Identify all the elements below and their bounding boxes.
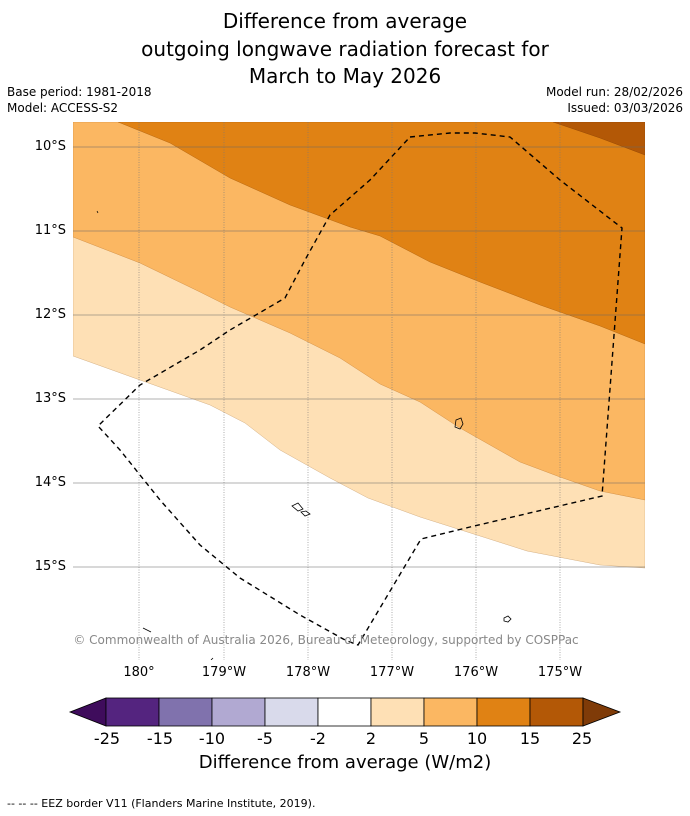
title-line-2: outgoing longwave radiation forecast for [141,36,549,61]
lat-label-15s: 15°S [34,559,66,574]
colorbar-tick-label: 25 [571,729,593,748]
title-line-3: March to May 2026 [248,64,442,88]
colorbar-swatch-7 [423,697,478,727]
base-period: Base period: 1981-2018 [7,85,152,99]
eez-border [97,132,623,646]
lat-label-14s: 14°S [34,475,66,490]
islands [96,210,512,660]
colorbar-extend-high [582,697,622,727]
colorbar-swatch-6 [370,697,425,727]
colorbar-tick-label: -5 [257,729,273,748]
model-run: Model run: 28/02/2026 [545,85,683,99]
colorbar-tick-label: 10 [466,729,488,748]
colorbar-tick-label: -10 [198,729,226,748]
lon-label-179w: 179°W [201,665,247,680]
colorbar-swatch-2 [158,697,213,727]
lon-label-180: 180° [123,665,155,680]
issued-date: Issued: 03/03/2026 [567,101,683,115]
attribution: © Commonwealth of Australia 2026, Bureau… [73,633,579,647]
island-southwest [142,627,152,633]
colorbar-tick-label: -15 [146,729,174,748]
colorbar-swatch-9 [529,697,584,727]
lon-label-175w: 175°W [537,665,583,680]
island-north [96,210,99,214]
band-15-25 [552,122,645,156]
island-south-2 [300,510,311,517]
colorbar-tick-label: -25 [93,729,121,748]
lat-label-13s: 13°S [34,391,66,406]
eez-legend-note: -- -- -- EEZ border V11 (Flanders Marine… [7,797,316,810]
colorbar-swatch-1 [105,697,160,727]
island-southeast [503,615,512,623]
colorbar-tick-label: 15 [519,729,541,748]
lat-label-12s: 12°S [34,307,66,322]
colorbar [68,697,622,727]
colorbar-swatch-4 [264,697,319,727]
colorbar-tick-label: 5 [418,729,430,748]
colorbar-tick-label: 2 [365,729,377,748]
colorbar-tick-label: -2 [310,729,326,748]
lon-label-176w: 176°W [453,665,499,680]
map-title: Difference from average outgoing longwav… [0,8,690,91]
model-name: Model: ACCESS-S2 [7,101,119,115]
anomaly-field [73,122,645,660]
colorbar-swatch-5 [317,697,372,727]
colorbar-extend-low [68,697,107,727]
meridians [138,122,561,660]
colorbar-swatch-8 [476,697,531,727]
gridlines [73,146,645,568]
meta-right: Model run: 28/02/2026 Issued: 03/03/2026 [546,84,683,116]
meta-left: Base period: 1981-2018 Model: ACCESS-S2 [7,84,152,116]
title-line-1: Difference from average [222,9,468,33]
island-east [454,417,464,430]
colorbar-swatch-3 [211,697,266,727]
lon-label-177w: 177°W [369,665,415,680]
island-bottom [210,657,214,660]
island-south-1 [291,502,304,512]
colorbar-title: Difference from average (W/m2) [198,752,492,773]
lat-label-10s: 10°S [34,139,66,154]
lon-label-178w: 178°W [285,665,331,680]
band-10-15 [117,122,645,345]
lat-label-11s: 11°S [34,223,66,238]
